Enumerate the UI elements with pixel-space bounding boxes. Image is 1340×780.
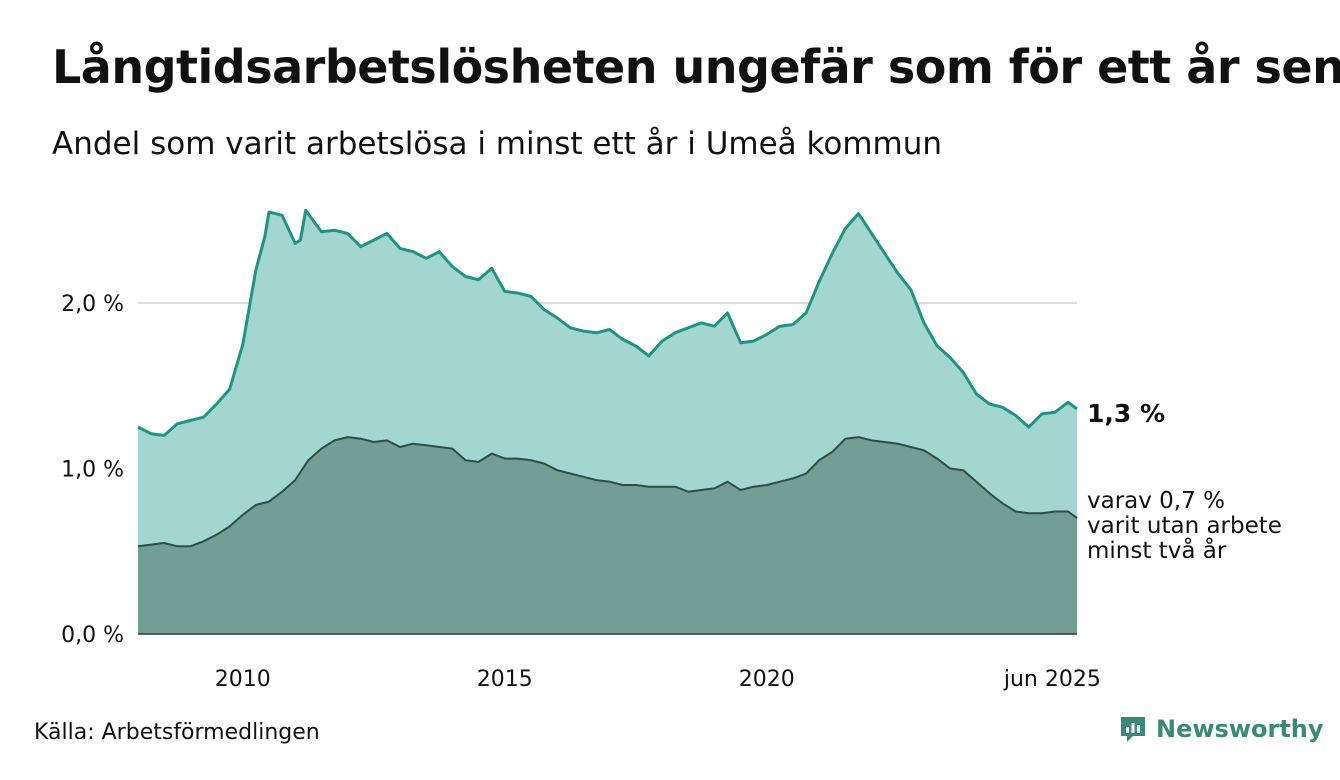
x-tick-label: 2015 [477, 667, 533, 692]
newsworthy-logo-icon [1121, 717, 1145, 742]
source-note: Källa: Arbetsförmedlingen [34, 720, 320, 745]
y-tick-label: 0,0 % [61, 623, 124, 648]
chart-subtitle: Andel som varit arbetslösa i minst ett å… [52, 126, 943, 162]
x-tick-label: jun 2025 [1003, 667, 1101, 692]
series-two-years-label-line-2: varit utan arbete [1087, 513, 1282, 539]
chart-title: Långtidsarbetslösheten ungefär som för e… [52, 40, 1340, 94]
y-tick-label: 2,0 % [61, 292, 124, 317]
y-axis-ticks: 0,0 % 1,0 % 2,0 % [61, 292, 124, 648]
series-total-end-label: 1,3 % [1087, 399, 1165, 428]
series-two-years-label-line-3: minst två år [1087, 536, 1227, 564]
brand-name: Newsworthy [1156, 715, 1324, 743]
x-axis-ticks: 2010 2015 2020 jun 2025 [215, 667, 1101, 692]
series-areas [137, 208, 1078, 635]
series-two-years-label-line-1: varav 0,7 % [1087, 488, 1225, 514]
y-tick-label: 1,0 % [61, 458, 124, 483]
series-total-line [137, 208, 1078, 437]
brand-logo: Newsworthy [1118, 714, 1324, 744]
series-two-years-end-label: varav 0,7 % varit utan arbete minst två … [1087, 488, 1289, 564]
x-tick-label: 2010 [215, 667, 271, 692]
x-tick-label: 2020 [739, 667, 795, 692]
series-two-years-line [137, 436, 1078, 548]
series-two-years-area [138, 437, 1077, 634]
